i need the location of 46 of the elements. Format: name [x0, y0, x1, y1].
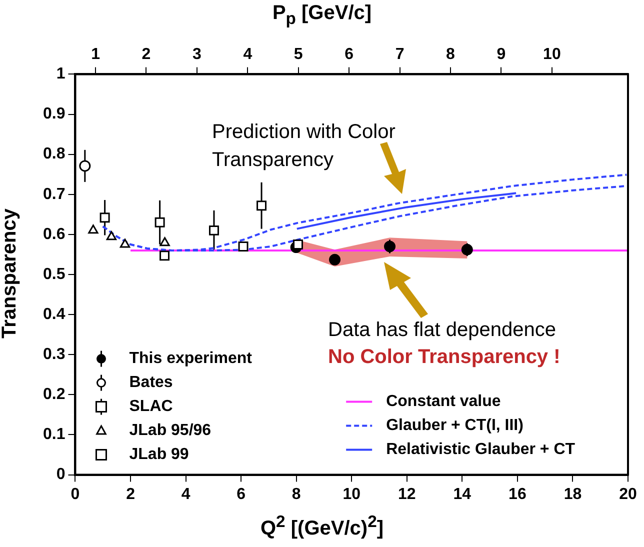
y-tick-label: 0.4	[42, 306, 66, 323]
legend-label: This experiment	[129, 350, 253, 368]
annotation: Prediction with Color Transparency	[212, 120, 396, 173]
y-axis-title: Transparency	[0, 207, 22, 341]
x-tick-label: 8	[292, 486, 301, 503]
x2-tick-label: 8	[446, 46, 456, 64]
legend-label: JLab 99	[129, 446, 189, 464]
x2-tick-label: 9	[496, 46, 506, 64]
x-tick-label: 2	[126, 486, 136, 503]
y-tick-label: 0	[56, 466, 66, 484]
legend-label: SLAC	[129, 398, 174, 416]
y-tick-label: 0.5	[42, 266, 66, 283]
x-tick-label: 4	[181, 486, 190, 503]
x-tick-label: 14	[453, 486, 472, 503]
legend-label: Bates	[129, 374, 173, 392]
x2-tick-label: 7	[395, 46, 404, 64]
legend-label: Relativistic Glauber + CT	[386, 441, 576, 458]
x-axis-title: Q$^{2}$ [(GeV/c)$^{2}$]	[259, 512, 384, 541]
legend-label: JLab 95/96	[129, 422, 212, 440]
x2-tick-label: 1	[91, 46, 100, 64]
x-tick-label: 10	[342, 486, 361, 503]
y-tick-label: 1	[56, 66, 66, 83]
x2-tick-label: 2	[142, 46, 151, 64]
legend-label: Constant value	[386, 393, 501, 410]
y-tick-label: 0.1	[42, 426, 66, 444]
legend-label: Glauber + CT(I, III)	[386, 417, 524, 434]
x-tick-label: 0	[70, 486, 80, 503]
x2-tick-label: 5	[294, 46, 303, 64]
x-tick-label: 20	[619, 486, 637, 503]
y-tick-label: 0.3	[42, 346, 66, 364]
x2-tick-label: 3	[192, 46, 202, 64]
annotation: No Color Transparency !	[328, 345, 562, 370]
y-tick-label: 0.8	[42, 146, 66, 163]
x2-axis-title: P$_{p}$ [GeV/c]	[271, 2, 373, 29]
x2-tick-label: 6	[344, 46, 354, 64]
y-tick-label: 0.7	[42, 186, 66, 203]
y-tick-label: 0.9	[42, 106, 66, 123]
x-tick-label: 12	[398, 486, 416, 503]
y-tick-label: 0.2	[42, 386, 66, 404]
y-tick-label: 0.6	[42, 226, 66, 243]
annotation: Data has flat dependence	[328, 318, 557, 343]
x-tick-label: 16	[508, 486, 526, 503]
x-tick-label: 6	[236, 486, 246, 503]
x2-tick-label: 10	[543, 46, 561, 64]
x-tick-label: 18	[564, 486, 582, 503]
x2-tick-label: 4	[243, 46, 252, 64]
